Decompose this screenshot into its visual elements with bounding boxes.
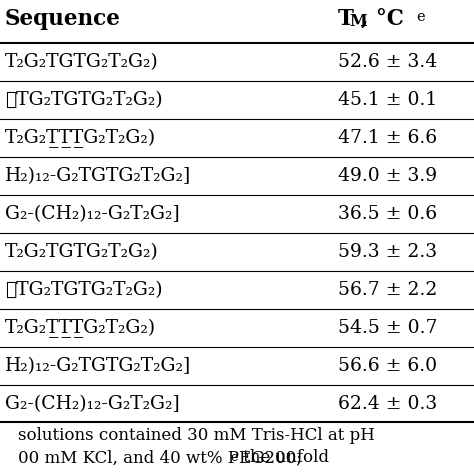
Text: 36.5 ± 0.6: 36.5 ± 0.6 (338, 205, 437, 223)
Text: G₂-(CH₂)₁₂-G₂T₂G₂]: G₂-(CH₂)₁₂-G₂T₂G₂] (5, 395, 180, 413)
Text: 45.1 ± 0.1: 45.1 ± 0.1 (338, 91, 437, 109)
Text: T₂G₂T̲T̲T̲G₂T₂G₂): T₂G₂T̲T̲T̲G₂T₂G₂) (5, 128, 156, 147)
Text: 52.6 ± 3.4: 52.6 ± 3.4 (338, 53, 437, 71)
Text: H₂)₁₂-G₂TGTG₂T₂G₂]: H₂)₁₂-G₂TGTG₂T₂G₂] (5, 167, 191, 185)
Text: 00 mM KCl, and 40 wt% PEG200;: 00 mM KCl, and 40 wt% PEG200; (18, 449, 307, 466)
Text: H₂)₁₂-G₂TGTG₂T₂G₂]: H₂)₁₂-G₂TGTG₂T₂G₂] (5, 357, 191, 375)
Text: T₂G₂TGTG₂T₂G₂): T₂G₂TGTG₂T₂G₂) (5, 243, 159, 261)
Text: , °C: , °C (361, 8, 404, 30)
Text: 47.1 ± 6.6: 47.1 ± 6.6 (338, 129, 437, 147)
Text: ͟TG₂TGTG₂T₂G₂): ͟TG₂TGTG₂T₂G₂) (5, 91, 163, 109)
Text: e: e (416, 10, 425, 24)
Text: 59.3 ± 2.3: 59.3 ± 2.3 (338, 243, 437, 261)
Text: G₂-(CH₂)₁₂-G₂T₂G₂]: G₂-(CH₂)₁₂-G₂T₂G₂] (5, 205, 180, 223)
Text: e: e (230, 451, 237, 464)
Text: T₂G₂TGTG₂T₂G₂): T₂G₂TGTG₂T₂G₂) (5, 53, 159, 71)
Text: 54.5 ± 0.7: 54.5 ± 0.7 (338, 319, 438, 337)
Text: ͟TG₂TGTG₂T₂G₂): ͟TG₂TGTG₂T₂G₂) (5, 281, 163, 299)
Text: T: T (338, 8, 354, 30)
Text: 56.6 ± 6.0: 56.6 ± 6.0 (338, 357, 437, 375)
Text: 56.7 ± 2.2: 56.7 ± 2.2 (338, 281, 438, 299)
Text: Sequence: Sequence (5, 8, 121, 30)
Text: T₂G₂T̲T̲T̲G₂T₂G₂): T₂G₂T̲T̲T̲G₂T₂G₂) (5, 319, 156, 337)
Text: 62.4 ± 0.3: 62.4 ± 0.3 (338, 395, 437, 413)
Text: 49.0 ± 3.9: 49.0 ± 3.9 (338, 167, 437, 185)
Text: the unfold: the unfold (238, 449, 329, 466)
Text: M: M (349, 13, 366, 30)
Text: solutions contained 30 mM Tris-HCl at pH: solutions contained 30 mM Tris-HCl at pH (18, 427, 375, 444)
